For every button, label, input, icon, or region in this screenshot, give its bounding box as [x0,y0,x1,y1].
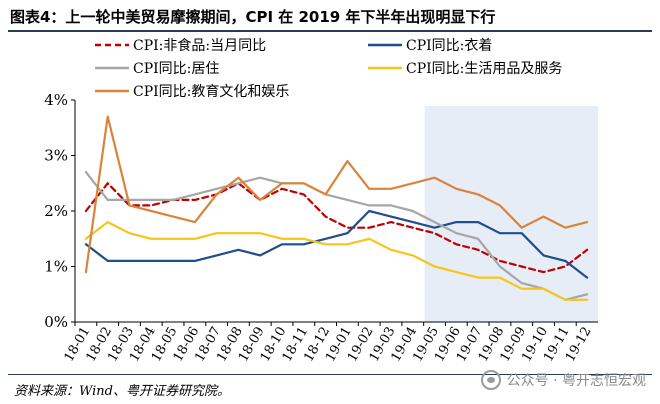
title-divider [8,30,652,32]
series-lines [84,115,589,301]
watermark-text: 公众号 · 粤开志恒宏观 [506,373,646,389]
x-tick-label: 18-12 [301,325,333,365]
y-tick-label: 0% [44,313,68,331]
x-tick-label: 18-04 [127,325,159,365]
series-line-4 [84,221,589,301]
x-tick-label: 18-09 [236,325,268,365]
x-tick-label: 19-02 [345,325,377,365]
x-tick-label: 19-01 [323,325,355,365]
x-tick-label: 19-08 [476,325,508,365]
x-tick-label: 19-11 [541,325,573,365]
source-note: 资料来源：Wind、粤开证券研究院。 [14,384,230,399]
legend-label: CPI同比:居住 [133,61,219,77]
y-tick-label: 2% [44,202,68,220]
x-tick-label: 19-07 [454,325,486,365]
series-line-1 [84,182,589,274]
x-tick-label: 18-08 [214,325,246,365]
x-tick-label: 18-07 [192,325,224,365]
x-tick-label: 18-10 [258,325,290,365]
y-tick-label: 1% [44,258,68,276]
x-tick-label: 19-04 [389,325,421,365]
x-tick-label: 18-06 [171,325,203,365]
legend-label: CPI:非食品:当月同比 [133,37,266,54]
chart-title: 图表4：上一轮中美贸易摩擦期间，CPI 在 2019 年下半年出现明显下行 [10,8,496,26]
axes: 0% 1% 2% 3% 4% 18-0118-0218-0318-0418-0518-06… [44,91,598,364]
y-tick-label: 3% [44,147,68,165]
x-tick-label: 18-03 [105,325,137,365]
series-line-5 [84,115,589,274]
x-tick-label: 18-11 [280,325,312,365]
x-tick-label: 18-05 [149,325,181,365]
legend-label: CPI同比:教育文化和娱乐 [133,84,289,100]
x-tick-label: 19-10 [519,325,551,365]
watermark: 公众号 · 粤开志恒宏观 [480,370,646,390]
legend: CPI:非食品:当月同比 CPI同比:衣着 CPI同比:居住 CPI同比:生活用品及服… [95,37,562,100]
x-tick-label: 18-02 [83,325,115,365]
shaded-period [424,106,598,322]
x-tick-label: 19-09 [497,325,529,365]
x-tick-label: 19-03 [367,325,399,365]
x-tick-label: 19-12 [563,325,595,365]
legend-label: CPI同比:生活用品及服务 [406,61,562,77]
x-tick-label: 19-05 [410,325,442,365]
footer-divider [8,374,652,375]
x-tick-label: 18-01 [62,325,94,365]
legend-label: CPI同比:衣着 [406,38,492,54]
y-tick-label: 4% [44,91,68,109]
series-line-2 [84,209,589,279]
wechat-icon [480,370,501,390]
series-line-3 [84,171,589,301]
x-tick-label: 19-06 [432,325,464,365]
